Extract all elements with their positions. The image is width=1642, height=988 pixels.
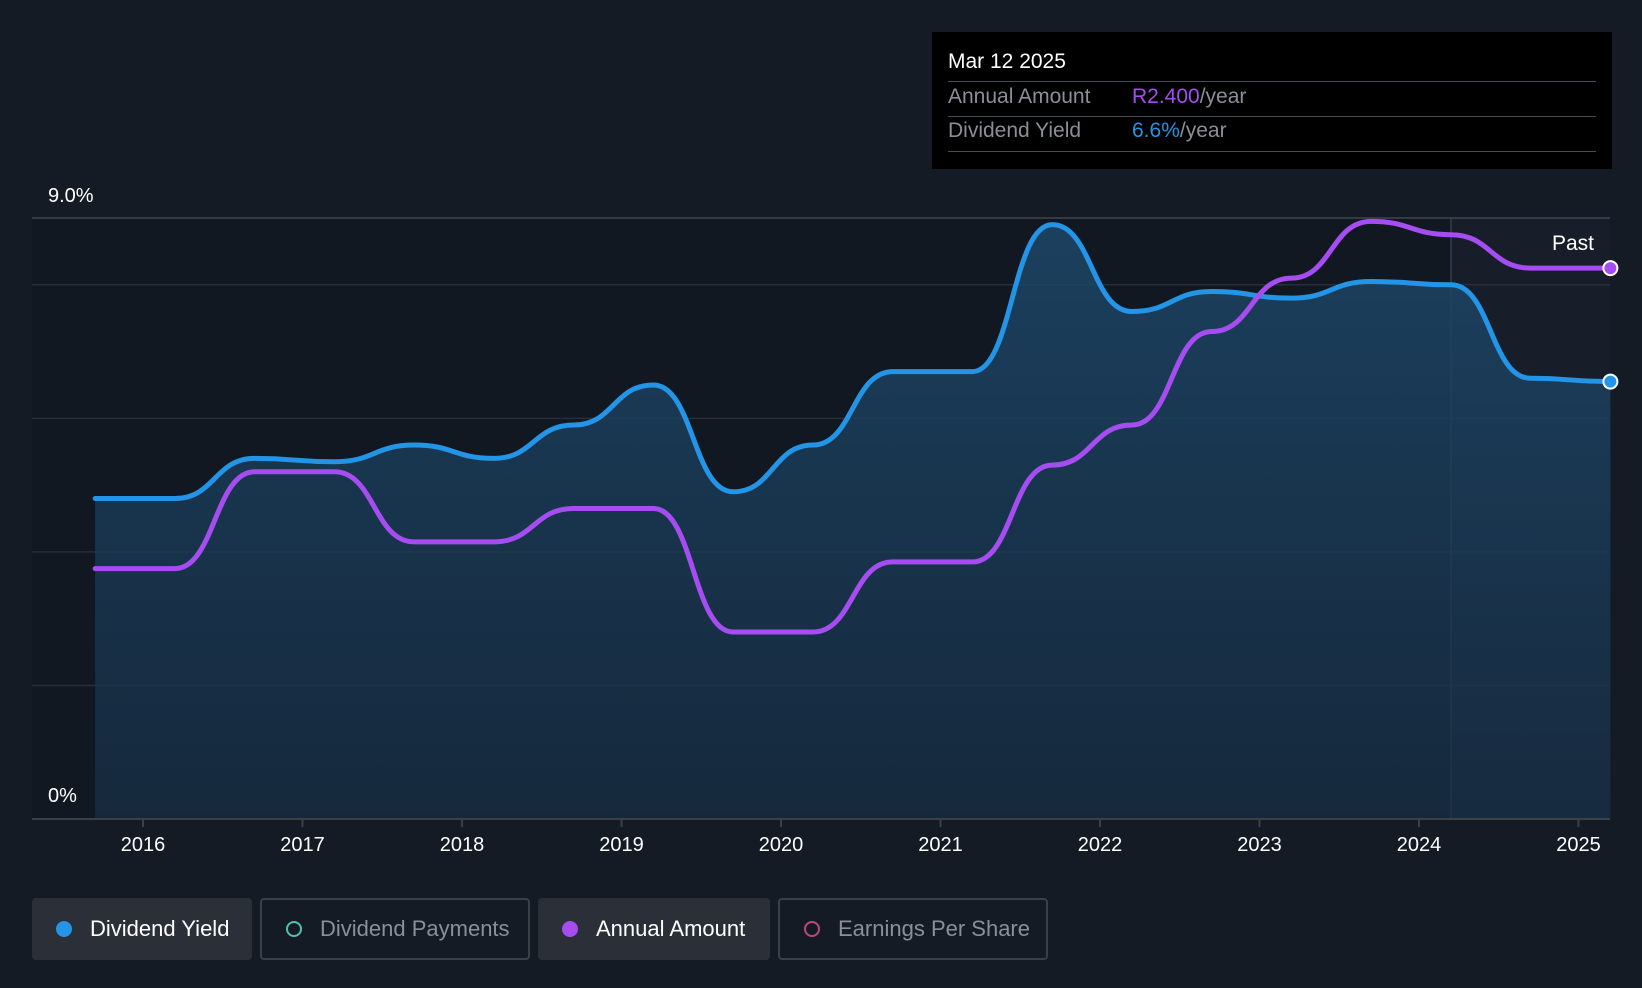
x-axis-ticks: 2016 2017 2018 2019 2020 2021 2022 2023 2024 2025 [121,819,1601,856]
series-group [92,218,1619,819]
tooltip-annual-amount-label: Annual Amount [948,85,1091,108]
x-tick-label: 2023 [1237,834,1282,856]
legend-annual-amount[interactable]: Annual Amount [538,898,770,960]
x-tick-label: 2025 [1556,834,1601,856]
tooltip-dividend-yield-row: Dividend Yield 6.6%/year [948,119,1227,143]
x-tick-label: 2019 [599,834,644,856]
past-label: Past [1552,232,1594,255]
x-tick-label: 2024 [1397,834,1442,856]
legend-dot-icon [56,921,72,937]
tooltip-dividend-yield-label: Dividend Yield [948,119,1082,142]
x-tick-label: 2021 [918,834,963,856]
x-tick-label: 2016 [121,834,166,856]
x-tick-label: 2022 [1078,834,1123,856]
x-tick-label: 2017 [280,834,325,856]
legend-dot-icon [562,921,578,937]
tooltip-annual-amount-row: Annual Amount R2.400/year [948,85,1246,109]
tooltip-divider [948,116,1596,117]
legend-label: Earnings Per Share [838,916,1030,941]
tooltip-dividend-yield-value: 6.6% [1132,119,1180,142]
legend-label: Dividend Yield [90,916,230,941]
legend-earnings-per-share[interactable]: Earnings Per Share [778,898,1048,960]
tooltip-annual-amount-unit: /year [1199,85,1247,108]
legend-ring-icon [804,921,820,937]
x-tick-label: 2020 [759,834,804,856]
end-marker-annual-amount [1602,260,1619,277]
legend-label: Dividend Payments [320,916,510,941]
tooltip-annual-amount-value: R2.400 [1132,85,1200,108]
tooltip-divider [948,151,1596,152]
area-dividend-yield [95,224,1611,819]
end-marker-dividend-yield [1602,373,1619,390]
legend-ring-icon [286,921,302,937]
line-annual-amount [92,218,1613,635]
legend-dividend-payments[interactable]: Dividend Payments [260,898,530,960]
tooltip-dividend-yield-unit: /year [1179,119,1227,142]
tooltip: Mar 12 2025 Annual Amount R2.400/year Div… [932,32,1612,169]
tooltip-divider [948,81,1596,82]
y-axis-bottom-label: 0% [48,785,77,807]
legend-dividend-yield[interactable]: Dividend Yield [32,898,252,960]
y-axis-top-label: 9.0% [48,185,94,207]
line-dividend-yield [92,222,1613,501]
legend-label: Annual Amount [596,916,746,941]
x-tick-label: 2018 [440,834,485,856]
tooltip-date: Mar 12 2025 [948,50,1066,73]
